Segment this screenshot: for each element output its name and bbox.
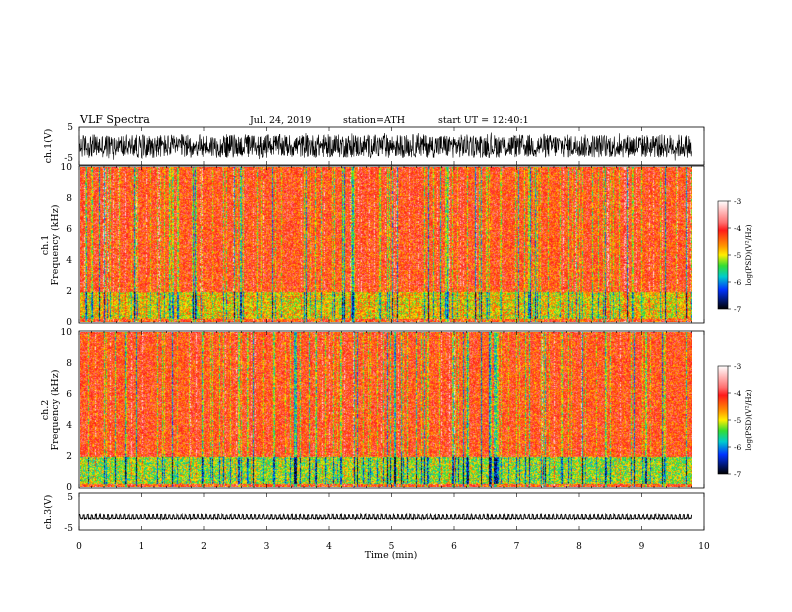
- ch1-colorbar: -3 -4 -5 -6 -7 log(PSD)(V²/Hz): [717, 197, 753, 314]
- ch1-colorbar-ticks: [728, 200, 731, 310]
- ch1-freq-tick-4: 4: [66, 256, 72, 266]
- ch2-colorbar-tick-neg4: -4: [734, 389, 742, 398]
- time-tick-3: 3: [264, 542, 270, 552]
- time-tick-2: 2: [201, 542, 207, 552]
- time-tick-8: 8: [576, 542, 582, 552]
- figure-title: VLF Spectra: [79, 113, 150, 126]
- ch1-ytick-neg5: -5: [64, 154, 73, 164]
- ch1-waveform-trace: [78, 132, 692, 161]
- time-tick-10: 10: [698, 542, 710, 552]
- time-axis-label: Time (min): [365, 550, 418, 561]
- ch2-channel-label: ch.2: [40, 400, 51, 421]
- time-tick-6: 6: [451, 542, 457, 552]
- ch2-frequency-axis-label: Frequency (kHz): [50, 370, 61, 451]
- ch1-colorbar-gradient: [717, 200, 729, 310]
- ch1-colorbar-tick-neg3: -3: [734, 197, 742, 206]
- ch1-colorbar-tick-neg7: -7: [734, 305, 742, 314]
- ch3-ytick-5: 5: [67, 493, 73, 503]
- ch2-spectrogram-panel: 10 8 6 4 2 0 ch.2 Frequency (kHz): [40, 328, 705, 493]
- ch2-freq-tick-2: 2: [66, 452, 72, 462]
- ch1-waveform-panel: 5 -5 ch.1(V): [43, 123, 705, 166]
- time-tick-1: 1: [139, 542, 145, 552]
- ch1-ytick-5: 5: [67, 123, 73, 133]
- ch1-colorbar-tick-neg6: -6: [734, 278, 742, 287]
- ch2-colorbar: -3 -4 -5 -6 -7 log(PSD)(V²/Hz): [717, 362, 753, 479]
- ch3-waveform-frame: [78, 492, 705, 531]
- ch3-voltage-axis-label: ch.3(V): [43, 495, 54, 530]
- ch3-waveform-xticks: [78, 493, 705, 530]
- ch1-spectrogram-panel: 10 8 6 4 2 0 ch.1 Frequency (kHz): [40, 163, 705, 328]
- ch1-colorbar-label: log(PSD)(V²/Hz): [744, 224, 753, 285]
- time-tick-4: 4: [326, 542, 332, 552]
- ch3-waveform-trace: [78, 512, 692, 521]
- ch2-colorbar-tick-neg7: -7: [734, 470, 742, 479]
- time-tick-9: 9: [639, 542, 645, 552]
- ch2-colorbar-ticks: [728, 365, 731, 475]
- time-tick-0: 0: [76, 542, 82, 552]
- ch1-freq-tick-2: 2: [66, 287, 72, 297]
- date-label: Jul. 24, 2019: [249, 115, 311, 126]
- ch2-spectrogram-image: [80, 332, 692, 487]
- ch1-freq-tick-6: 6: [66, 225, 72, 235]
- ch2-colorbar-tick-neg5: -5: [734, 416, 742, 425]
- ch1-spectrogram-ticks: [78, 166, 705, 323]
- ch2-freq-tick-6: 6: [66, 390, 72, 400]
- time-tick-5: 5: [389, 542, 395, 552]
- ch1-waveform-xticks: [78, 127, 705, 165]
- ch2-colorbar-label: log(PSD)(V²/Hz): [744, 389, 753, 450]
- ch1-freq-tick-8: 8: [66, 194, 72, 204]
- ch2-colorbar-gradient: [717, 365, 729, 475]
- ch1-frequency-axis-label: Frequency (kHz): [50, 205, 61, 286]
- ch1-channel-label: ch.1: [40, 235, 51, 256]
- ch1-freq-tick-10: 10: [61, 163, 73, 173]
- ch2-freq-tick-4: 4: [66, 421, 72, 431]
- ch2-spectrogram-ticks: [78, 331, 705, 488]
- ch2-freq-tick-10: 10: [61, 328, 73, 338]
- ch1-voltage-axis-label: ch.1(V): [43, 129, 54, 164]
- ch3-ytick-neg5: -5: [64, 524, 73, 534]
- time-tick-7: 7: [514, 542, 520, 552]
- ch1-colorbar-tick-neg4: -4: [734, 224, 742, 233]
- ch2-freq-tick-0: 0: [66, 483, 72, 493]
- ch1-colorbar-tick-neg5: -5: [734, 251, 742, 260]
- ch2-freq-tick-8: 8: [66, 359, 72, 369]
- ch1-freq-tick-0: 0: [66, 318, 72, 328]
- ch2-colorbar-tick-neg6: -6: [734, 443, 742, 452]
- ch3-waveform-panel: 5 -5 ch.3(V): [43, 492, 705, 534]
- ch1-spectrogram-image: [80, 167, 692, 322]
- start-time-label: start UT = 12:40:1: [438, 115, 529, 126]
- station-label: station=ATH: [343, 115, 405, 126]
- ch2-colorbar-tick-neg3: -3: [734, 362, 742, 371]
